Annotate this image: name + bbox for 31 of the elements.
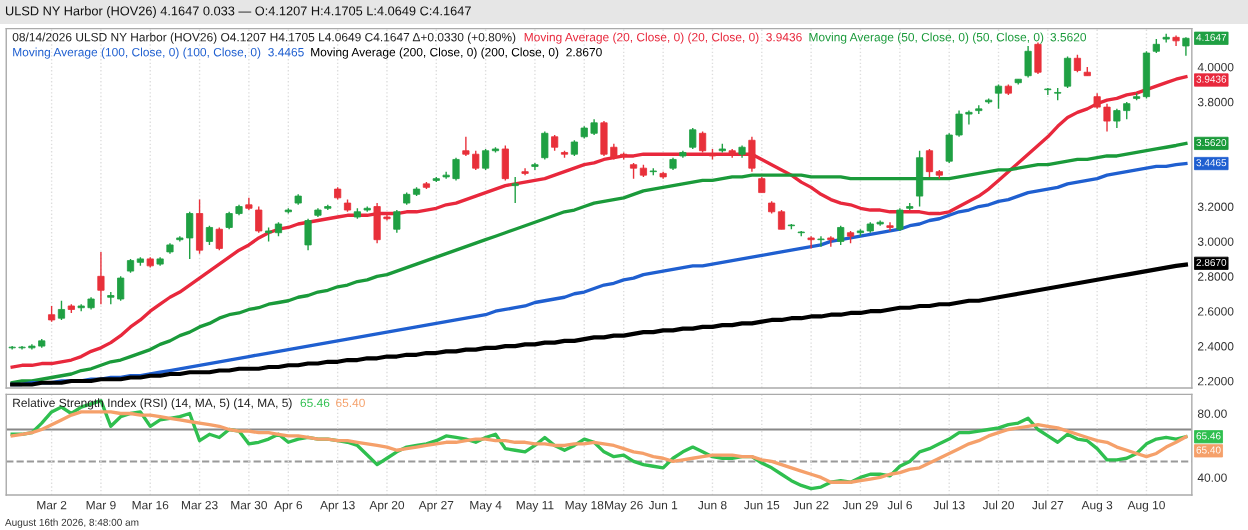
candlestick bbox=[916, 150, 924, 208]
candlestick bbox=[1024, 45, 1032, 79]
candlestick bbox=[748, 136, 756, 173]
candlestick bbox=[994, 83, 1003, 110]
candlestick bbox=[896, 207, 904, 232]
line-series bbox=[10, 75, 1188, 369]
candlestick bbox=[97, 251, 105, 305]
candlestick bbox=[1063, 55, 1072, 89]
candlestick bbox=[393, 209, 401, 234]
line-series bbox=[10, 262, 1189, 387]
candlestick bbox=[1034, 41, 1042, 75]
candlestick bbox=[255, 205, 263, 234]
candlestick bbox=[215, 226, 223, 251]
candlestick bbox=[807, 235, 815, 250]
candlestick bbox=[689, 127, 697, 150]
candlestick bbox=[699, 130, 707, 154]
candlestick bbox=[1182, 36, 1190, 57]
candlestick bbox=[304, 218, 312, 251]
candlestick bbox=[501, 144, 509, 182]
line-series bbox=[10, 410, 1188, 484]
candlestick bbox=[205, 225, 214, 246]
candlestick bbox=[886, 221, 894, 232]
candlestick bbox=[57, 300, 66, 321]
candlestick bbox=[195, 198, 204, 255]
candlestick bbox=[511, 176, 519, 204]
candlestick bbox=[1044, 87, 1052, 96]
candlestick bbox=[837, 225, 845, 246]
candlestick bbox=[541, 130, 549, 161]
line-series bbox=[10, 399, 1188, 491]
candlestick bbox=[817, 235, 825, 248]
candlestick bbox=[827, 235, 835, 248]
